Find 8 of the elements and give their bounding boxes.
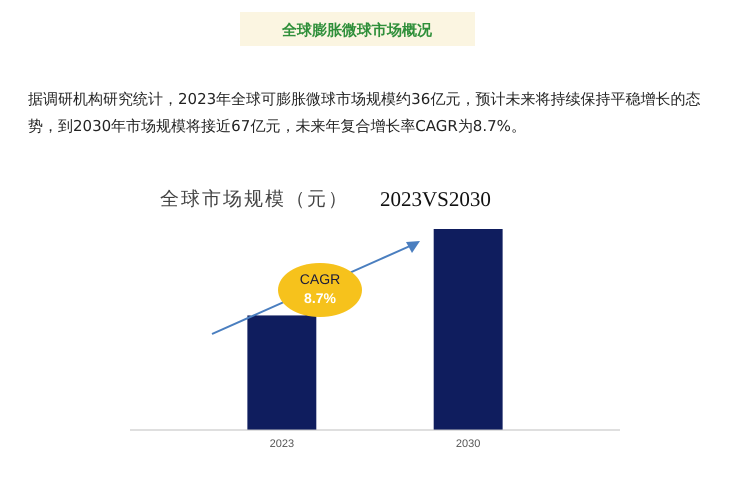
x-tick-label: 2023	[270, 438, 294, 450]
chart-title: 全球膨胀微球市场概况	[281, 21, 433, 39]
x-tick-label: 2030	[456, 438, 480, 450]
text: 2023VS2030	[380, 187, 491, 211]
chart-subtitle: 据调研机构研究统计，2023年全球可膨胀微球市场规模约36亿元，预计未来将持续保持平稳增长的态势，到2030年市场规模将接近67亿元，未来年复合增长率CAGR为8.7%。	[28, 90, 700, 135]
annotation: CAGR	[300, 271, 340, 287]
text: 全球市场规模（元）	[160, 188, 349, 210]
annotation: 8.7%	[304, 290, 336, 306]
